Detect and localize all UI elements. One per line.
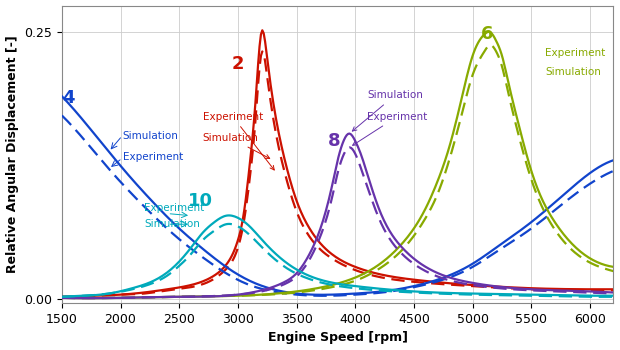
Text: Experiment: Experiment: [144, 203, 204, 214]
Text: 6: 6: [480, 25, 493, 43]
Y-axis label: Relative Angular Displacement [-]: Relative Angular Displacement [-]: [6, 35, 19, 273]
X-axis label: Engine Speed [rpm]: Engine Speed [rpm]: [268, 331, 408, 344]
Text: Simulation: Simulation: [352, 90, 423, 131]
Text: Simulation: Simulation: [203, 133, 270, 159]
Text: Experiment: Experiment: [123, 152, 183, 162]
Text: 2: 2: [232, 55, 244, 73]
Text: Experiment: Experiment: [353, 112, 427, 145]
Text: 4: 4: [63, 89, 75, 107]
Text: Experiment: Experiment: [546, 48, 606, 58]
Text: Experiment: Experiment: [203, 112, 274, 170]
Text: 10: 10: [188, 192, 213, 210]
Text: 8: 8: [328, 132, 340, 150]
Text: Simulation: Simulation: [123, 131, 179, 141]
Text: Simulation: Simulation: [546, 67, 601, 77]
Text: Simulation: Simulation: [144, 219, 200, 230]
